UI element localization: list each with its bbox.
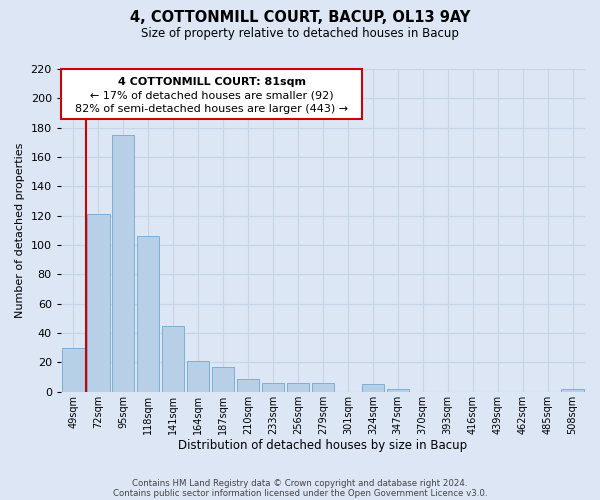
Bar — [287, 383, 309, 392]
Bar — [311, 383, 334, 392]
Text: Contains public sector information licensed under the Open Government Licence v3: Contains public sector information licen… — [113, 488, 487, 498]
Bar — [87, 214, 110, 392]
Bar — [362, 384, 384, 392]
X-axis label: Distribution of detached houses by size in Bacup: Distribution of detached houses by size … — [178, 440, 467, 452]
Text: 4 COTTONMILL COURT: 81sqm: 4 COTTONMILL COURT: 81sqm — [118, 77, 305, 87]
Bar — [187, 361, 209, 392]
Bar — [62, 348, 85, 392]
Text: Size of property relative to detached houses in Bacup: Size of property relative to detached ho… — [141, 28, 459, 40]
Bar — [212, 367, 235, 392]
Bar — [137, 236, 160, 392]
Text: 4, COTTONMILL COURT, BACUP, OL13 9AY: 4, COTTONMILL COURT, BACUP, OL13 9AY — [130, 10, 470, 25]
Bar — [386, 389, 409, 392]
Bar — [237, 378, 259, 392]
Text: 82% of semi-detached houses are larger (443) →: 82% of semi-detached houses are larger (… — [75, 104, 348, 114]
Text: ← 17% of detached houses are smaller (92): ← 17% of detached houses are smaller (92… — [90, 91, 334, 101]
FancyBboxPatch shape — [61, 69, 362, 119]
Y-axis label: Number of detached properties: Number of detached properties — [15, 142, 25, 318]
Bar — [262, 383, 284, 392]
Bar — [561, 389, 584, 392]
Bar — [162, 326, 184, 392]
Bar — [112, 135, 134, 392]
Text: Contains HM Land Registry data © Crown copyright and database right 2024.: Contains HM Land Registry data © Crown c… — [132, 478, 468, 488]
